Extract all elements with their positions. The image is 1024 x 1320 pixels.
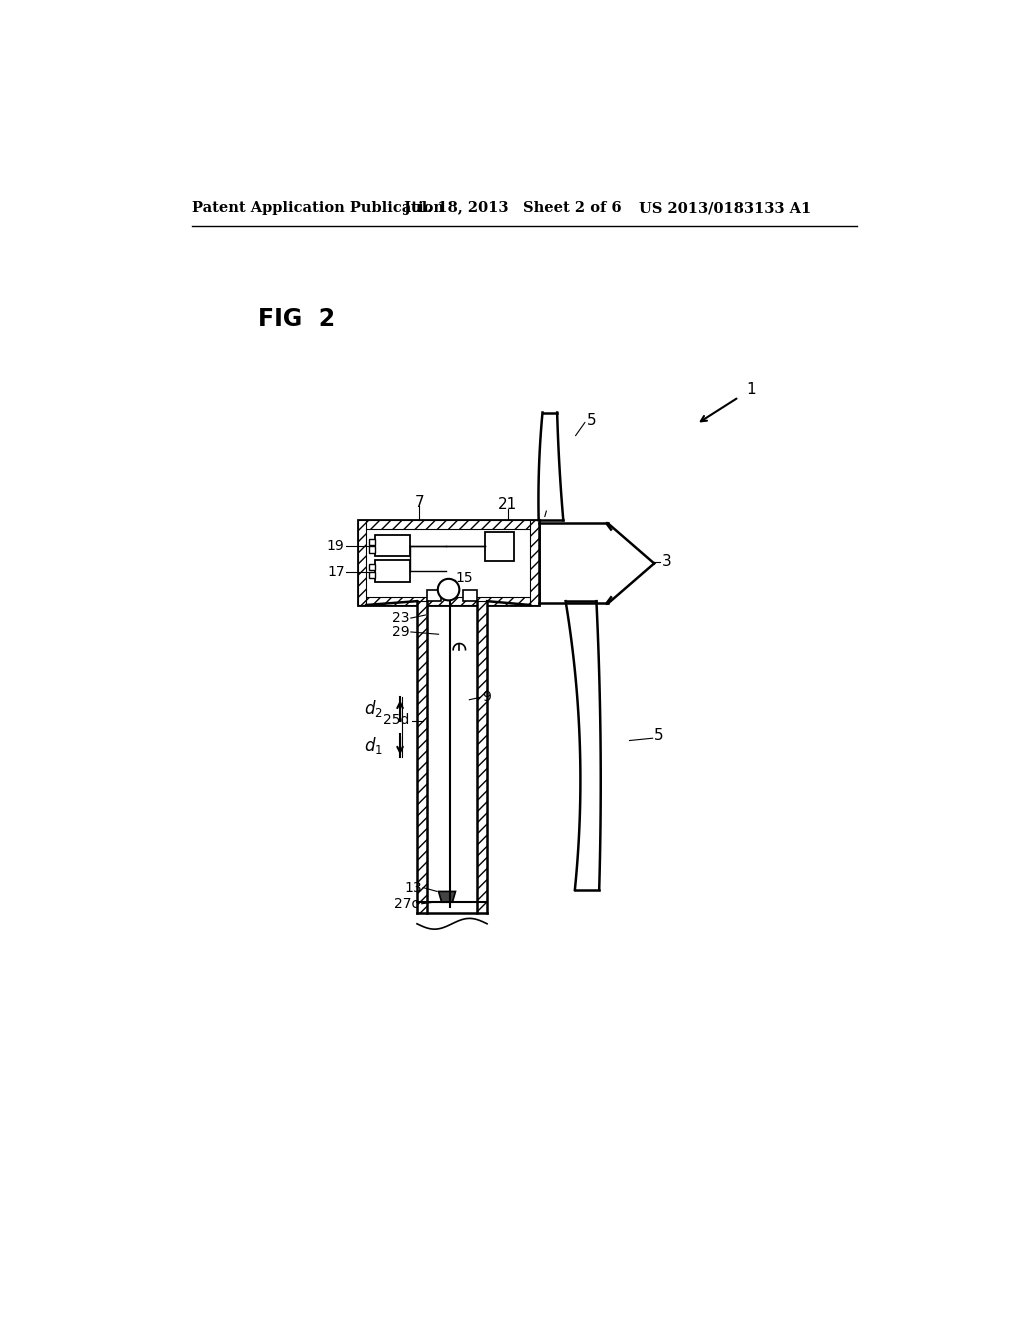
Text: 29: 29 [391,624,410,639]
Bar [427,590,441,601]
Text: 3: 3 [662,554,672,569]
Text: $d_2$: $d_2$ [365,698,383,719]
Bar [357,520,539,605]
Text: 27c: 27c [394,896,419,911]
Text: 5: 5 [654,729,664,743]
Text: US 2013/0183133 A1: US 2013/0183133 A1 [639,202,811,215]
Text: 9: 9 [481,690,490,705]
Bar [376,560,410,582]
Text: 15: 15 [456,572,473,585]
Text: Patent Application Publication: Patent Application Publication [193,202,444,215]
Bar [370,572,376,578]
Polygon shape [438,891,456,903]
Bar [357,597,539,605]
Bar [357,520,367,605]
Text: Sheet 2 of 6: Sheet 2 of 6 [523,202,622,215]
Text: 7: 7 [415,495,424,510]
Text: Jul. 18, 2013: Jul. 18, 2013 [403,202,508,215]
Bar [484,532,514,561]
Bar [370,546,376,553]
Bar [530,520,539,605]
Bar [477,601,487,913]
Bar [463,590,477,601]
Bar [417,601,427,913]
Circle shape [438,578,460,601]
Bar [370,539,376,545]
Text: 19: 19 [327,540,345,553]
Text: 23: 23 [392,611,410,626]
Text: $d_1$: $d_1$ [365,735,383,756]
Text: 13: 13 [404,880,422,895]
Text: 1: 1 [746,381,756,397]
Text: 5: 5 [587,413,596,428]
Text: 25d: 25d [383,714,410,727]
Bar [357,520,539,529]
Bar [376,535,410,557]
Text: 21: 21 [499,498,517,512]
Bar [370,564,376,570]
Text: FIG  2: FIG 2 [258,306,335,330]
Text: 17: 17 [327,565,345,579]
